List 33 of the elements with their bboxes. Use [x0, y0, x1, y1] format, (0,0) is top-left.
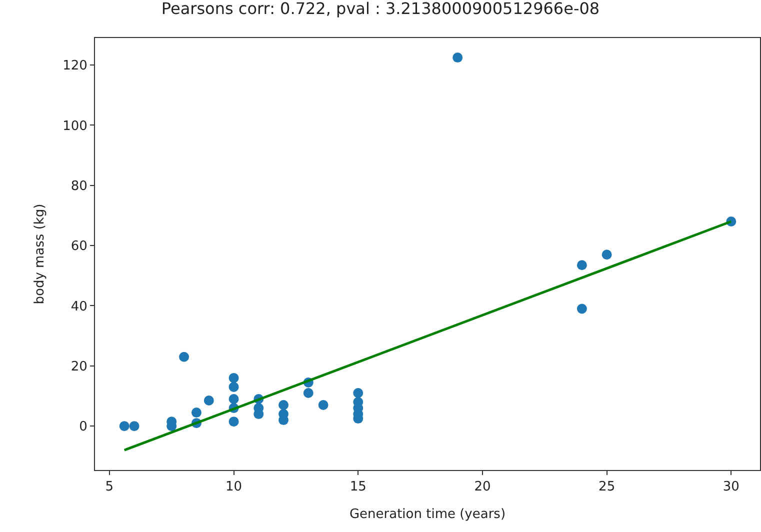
point: [576, 304, 587, 314]
y-tick-label: 40: [70, 299, 88, 314]
x-axis-title: Generation time (years): [349, 507, 506, 522]
x-tick-label: 10: [225, 480, 242, 495]
y-tick-label: 0: [79, 420, 88, 435]
point: [119, 421, 130, 432]
point: [576, 260, 587, 270]
point: [278, 400, 289, 410]
point: [318, 400, 328, 410]
point: [228, 416, 239, 427]
point: [179, 352, 190, 362]
x-tick-label: 20: [474, 480, 491, 495]
point: [129, 421, 140, 432]
y-tick-label: 20: [70, 359, 88, 374]
y-tick-label: 80: [70, 178, 88, 194]
point: [303, 388, 314, 398]
x-tick-label: 5: [105, 480, 114, 495]
y-tick-label: 100: [62, 118, 88, 134]
y-tick-label: 120: [62, 58, 88, 74]
point: [228, 372, 239, 383]
point: [228, 382, 239, 392]
x-tick-label: 30: [722, 480, 740, 495]
y-axis-title: body mass (kg): [32, 204, 48, 304]
point: [353, 388, 364, 398]
point: [452, 52, 463, 63]
point: [228, 394, 239, 404]
point: [204, 396, 214, 406]
y-tick-label: 60: [70, 239, 88, 254]
point: [602, 250, 612, 260]
x-tick-label: 15: [350, 480, 366, 495]
chart-title: Pearsons corr: 0.722, pval : 3.2138000900512966e-08: [161, 0, 600, 18]
x-tick-label: 25: [598, 480, 616, 495]
point: [191, 408, 202, 418]
